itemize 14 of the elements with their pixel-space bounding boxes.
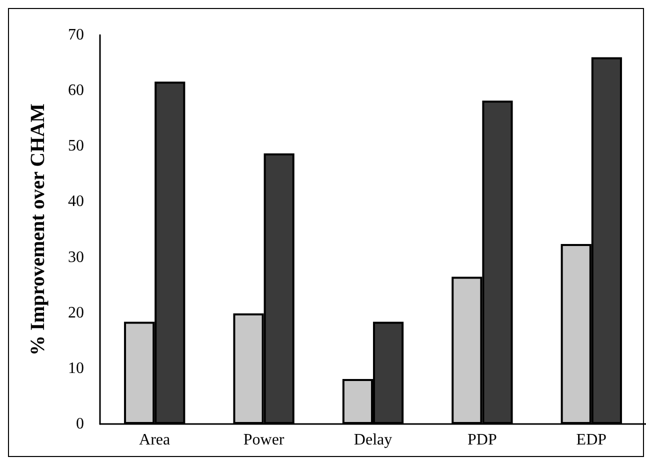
x-tick-label: PDP (468, 432, 497, 448)
y-tick-label: 30 (68, 248, 84, 266)
x-tick-label: EDP (576, 432, 607, 448)
x-tick-label: Area (139, 432, 170, 448)
y-tick-label: 20 (68, 304, 84, 322)
x-tick-label: Delay (354, 432, 392, 448)
y-tick-label: 10 (68, 360, 84, 377)
y-tick-label: 60 (68, 82, 84, 100)
x-tick-label: Power (243, 432, 285, 448)
y-tick-label: 50 (68, 138, 84, 155)
y-tick-label: 40 (68, 193, 84, 210)
y-tick-label: 70 (68, 26, 84, 44)
y-tick-label: 0 (76, 416, 84, 432)
y-axis-title: % Improvement over CHAM (27, 103, 49, 356)
